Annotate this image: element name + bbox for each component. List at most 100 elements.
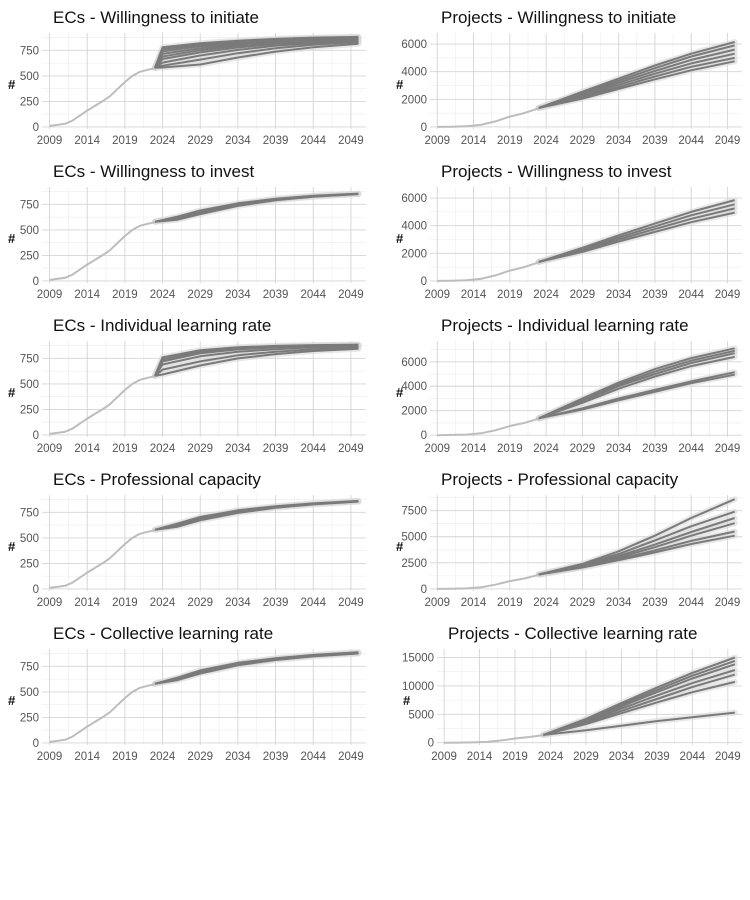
panel-ecs-collective-learning: ECs - Collective learning rate #2009 2014 2… xyxy=(8,624,366,763)
x-tick-label: 2009 xyxy=(37,135,63,147)
x-tick-label: 2024 xyxy=(538,751,564,763)
x-tick-label: 2014 xyxy=(74,443,100,455)
y-tick-label: 2000 xyxy=(401,248,427,260)
panel-title: ECs - Collective learning rate xyxy=(53,624,273,643)
x-tick-label: 2044 xyxy=(300,597,326,609)
x-tick-label: 2049 xyxy=(338,135,364,147)
x-tick-label: 2034 xyxy=(606,443,632,455)
panel-ecs-willingness-initiate: ECs - Willingness to initiate #2009 2014 20… xyxy=(8,8,366,147)
scenario-line xyxy=(538,199,735,263)
x-tick-label: 2024 xyxy=(150,289,176,301)
scenario-line xyxy=(154,38,359,69)
y-tick-label: 2000 xyxy=(401,406,427,418)
y-tick-label: 2500 xyxy=(401,558,427,570)
y-tick-label: 4000 xyxy=(401,221,427,233)
x-tick-label: 2009 xyxy=(424,135,450,147)
scenario-line xyxy=(538,352,735,420)
scenario-line xyxy=(538,41,735,109)
x-tick-label: 2029 xyxy=(570,289,596,301)
scenario-line xyxy=(538,44,735,109)
scenario-line xyxy=(538,207,735,263)
x-tick-label: 2014 xyxy=(74,135,100,147)
x-tick-label: 2019 xyxy=(497,289,523,301)
x-tick-label: 2019 xyxy=(112,597,138,609)
scenario-line xyxy=(154,39,359,69)
y-tick-label: 5000 xyxy=(401,532,427,544)
scenario-line xyxy=(538,534,735,576)
panel-projects-professional-capacity: Projects - Professional capacity #2009 201… xyxy=(396,470,742,609)
x-tick-label: 2044 xyxy=(678,135,704,147)
y-tick-label: 4000 xyxy=(401,67,427,79)
y-axis-label: # xyxy=(396,539,404,554)
y-tick-label: 0 xyxy=(421,122,427,134)
y-tick-label: 750 xyxy=(20,353,39,365)
x-tick-label: 2019 xyxy=(112,135,138,147)
x-tick-label: 2014 xyxy=(461,443,487,455)
panel-projects-individual-learning: Projects - Individual learning rate #2009… xyxy=(396,316,742,455)
x-tick-label: 2029 xyxy=(187,135,213,147)
y-tick-label: 500 xyxy=(20,687,39,699)
y-tick-label: 750 xyxy=(20,507,39,519)
y-tick-label: 500 xyxy=(20,379,39,391)
x-tick-label: 2019 xyxy=(497,443,523,455)
x-tick-label: 2044 xyxy=(678,443,704,455)
x-tick-label: 2029 xyxy=(570,135,596,147)
scenario-line xyxy=(538,355,735,420)
y-tick-label: 4000 xyxy=(401,381,427,393)
x-tick-label: 2044 xyxy=(678,597,704,609)
scenario-line xyxy=(154,347,359,377)
x-tick-label: 2014 xyxy=(74,751,100,763)
x-tick-label: 2049 xyxy=(715,751,741,763)
x-tick-label: 2009 xyxy=(37,597,63,609)
scenario-line xyxy=(154,42,359,69)
y-tick-label: 0 xyxy=(33,122,39,134)
x-tick-label: 2044 xyxy=(680,751,706,763)
y-axis-label: # xyxy=(8,693,16,708)
x-tick-label: 2029 xyxy=(187,597,213,609)
panel-title: Projects - Willingness to invest xyxy=(441,162,672,181)
x-tick-label: 2039 xyxy=(263,597,289,609)
x-tick-label: 2029 xyxy=(573,751,599,763)
y-tick-label: 5000 xyxy=(408,709,434,721)
y-tick-label: 10000 xyxy=(402,681,434,693)
historical-line xyxy=(49,529,156,589)
x-tick-label: 2039 xyxy=(642,443,668,455)
historical-line xyxy=(49,683,156,743)
panel-projects-collective-learning: Projects - Collective learning rate #2009… xyxy=(402,624,742,763)
x-tick-label: 2019 xyxy=(502,751,528,763)
x-tick-label: 2044 xyxy=(300,751,326,763)
y-tick-label: 0 xyxy=(33,276,39,288)
y-tick-label: 250 xyxy=(20,712,39,724)
scenario-line xyxy=(538,48,735,109)
y-tick-label: 0 xyxy=(33,584,39,596)
scenario-line xyxy=(543,680,736,736)
x-tick-label: 2034 xyxy=(609,751,635,763)
x-tick-label: 2044 xyxy=(300,135,326,147)
y-tick-label: 250 xyxy=(20,250,39,262)
x-tick-label: 2024 xyxy=(533,597,559,609)
x-tick-label: 2034 xyxy=(606,289,632,301)
y-tick-label: 500 xyxy=(20,71,39,83)
x-tick-label: 2019 xyxy=(112,751,138,763)
scenario-line xyxy=(538,56,735,109)
x-tick-label: 2034 xyxy=(606,597,632,609)
panel-title: ECs - Professional capacity xyxy=(53,470,261,489)
x-tick-label: 2009 xyxy=(37,443,63,455)
x-tick-label: 2034 xyxy=(225,443,251,455)
x-tick-label: 2034 xyxy=(225,597,251,609)
historical-line xyxy=(49,375,156,435)
x-tick-label: 2014 xyxy=(74,597,100,609)
historical-line xyxy=(437,573,540,590)
scenario-line xyxy=(154,193,359,223)
y-tick-label: 0 xyxy=(33,738,39,750)
x-tick-label: 2029 xyxy=(570,443,596,455)
historical-line xyxy=(444,734,544,744)
scenario-line xyxy=(154,652,359,685)
scenario-line xyxy=(154,346,359,377)
x-tick-label: 2014 xyxy=(461,135,487,147)
y-tick-label: 500 xyxy=(20,533,39,545)
x-tick-label: 2024 xyxy=(150,443,176,455)
y-axis-label: # xyxy=(8,231,16,246)
x-tick-label: 2009 xyxy=(37,289,63,301)
x-tick-label: 2034 xyxy=(606,135,632,147)
